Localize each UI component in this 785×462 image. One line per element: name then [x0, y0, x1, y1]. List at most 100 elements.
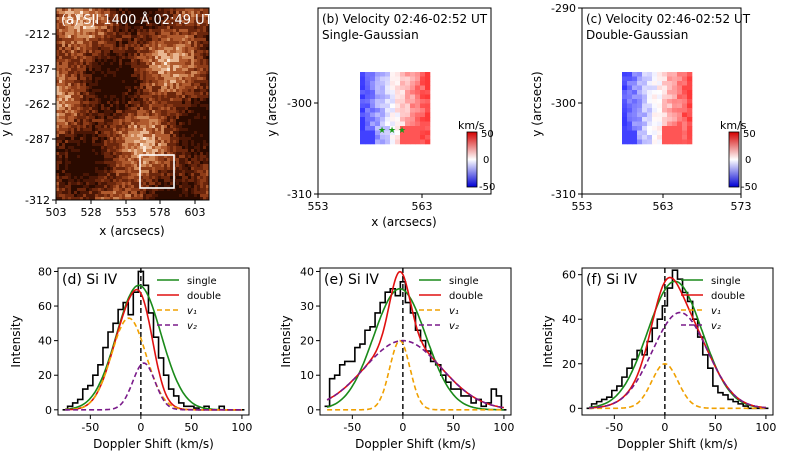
legend-label: v₂	[711, 321, 721, 332]
panel-a-yticks: -212 -237 -262 -287 -312	[25, 28, 56, 207]
velocity-pixel	[400, 90, 406, 95]
velocity-pixel	[360, 72, 366, 77]
velocity-pixel	[365, 121, 371, 127]
panel-b-xlabel: x (arcsecs)	[371, 215, 436, 229]
velocity-pixel	[380, 117, 386, 122]
velocity-pixel	[627, 130, 633, 136]
velocity-pixel	[627, 81, 633, 86]
velocity-pixel	[415, 94, 421, 100]
velocity-pixel	[380, 76, 386, 82]
y-tick-label: -300	[551, 97, 576, 110]
velocity-pixel	[375, 76, 381, 82]
legend-label: single	[187, 276, 217, 287]
velocity-pixel	[682, 81, 688, 86]
double-curve	[326, 270, 504, 409]
v1-curve	[327, 339, 504, 411]
velocity-pixel	[365, 85, 371, 91]
velocity-pixel	[415, 108, 421, 113]
velocity-pixel	[370, 94, 376, 100]
panel-c-xticks: 553 563 573	[572, 194, 752, 213]
velocity-pixel	[657, 121, 663, 127]
velocity-pixel	[390, 72, 396, 77]
panel-a: (a) SJI 1400 Å 02:49 UT 503 528 553 578 603 …	[0, 7, 213, 238]
velocity-pixel	[365, 117, 371, 122]
velocity-pixel	[662, 76, 668, 82]
velocity-pixel	[637, 108, 643, 113]
velocity-pixel	[677, 85, 683, 91]
velocity-pixel	[410, 72, 416, 77]
panel-d: -50 0 50 100 0 20 40 60 80 (d) Si IV single double v…	[9, 265, 252, 451]
velocity-pixel	[662, 117, 668, 122]
velocity-pixel	[632, 76, 638, 82]
velocity-pixel	[667, 126, 673, 131]
velocity-pixel	[677, 76, 683, 82]
velocity-pixel	[425, 139, 431, 145]
velocity-pixel	[672, 72, 678, 77]
velocity-pixel	[677, 117, 683, 122]
panel-c-ylabel: y (arcsecs)	[530, 71, 544, 136]
observed-profile	[324, 281, 507, 411]
y-tick-label: 20	[38, 369, 52, 382]
velocity-pixel	[642, 85, 648, 91]
velocity-pixel	[400, 121, 406, 127]
panel-e: -50 0 50 100 0 10 20 30 40 (e) Si IV single double v…	[279, 265, 514, 451]
velocity-pixel	[672, 103, 678, 109]
velocity-pixel	[370, 90, 376, 95]
velocity-pixel	[380, 81, 386, 86]
velocity-pixel	[410, 130, 416, 136]
velocity-pixel	[637, 81, 643, 86]
sji-image	[56, 8, 209, 200]
velocity-pixel	[425, 103, 431, 109]
velocity-pixel	[360, 81, 366, 86]
velocity-pixel	[672, 139, 678, 145]
velocity-pixel	[682, 126, 688, 131]
velocity-pixel	[657, 112, 663, 118]
velocity-pixel	[410, 94, 416, 100]
x-tick-label: 578	[150, 206, 171, 219]
velocity-pixel	[627, 126, 633, 131]
plot-frame	[319, 267, 512, 416]
velocity-pixel	[667, 135, 673, 140]
velocity-pixel	[400, 72, 406, 77]
velocity-pixel	[380, 126, 386, 131]
velocity-pixel	[647, 108, 653, 113]
panel-c-yticks: -290 -300 -310	[551, 2, 582, 201]
velocity-pixel	[662, 139, 668, 145]
velocity-pixel	[425, 126, 431, 131]
y-tick-label: 40	[38, 335, 52, 348]
velocity-pixel	[667, 90, 673, 95]
velocity-pixel	[420, 139, 426, 145]
y-tick-label: 30	[300, 300, 314, 313]
velocity-pixel	[632, 135, 638, 140]
velocity-pixel	[657, 94, 663, 100]
x-tick-label: 50	[446, 421, 460, 434]
velocity-pixel	[687, 108, 693, 113]
velocity-pixel	[420, 130, 426, 136]
velocity-pixel	[400, 108, 406, 113]
velocity-pixel	[425, 81, 431, 86]
velocity-pixel	[627, 135, 633, 140]
velocity-pixel	[405, 90, 411, 95]
velocity-map-double	[622, 72, 693, 145]
velocity-pixel	[365, 76, 371, 82]
velocity-pixel	[687, 117, 693, 122]
y-tick-label: 80	[38, 265, 52, 278]
colorbar-c-tick-top: 50	[743, 129, 756, 140]
velocity-pixel	[622, 130, 628, 136]
velocity-pixel	[385, 76, 391, 82]
velocity-pixel	[622, 99, 628, 104]
velocity-pixel	[385, 117, 391, 122]
velocity-pixel	[365, 130, 371, 136]
velocity-pixel	[410, 126, 416, 131]
velocity-pixel	[375, 112, 381, 118]
legend-label: v₂	[449, 321, 459, 332]
velocity-pixel	[380, 130, 386, 136]
velocity-pixel	[370, 117, 376, 122]
velocity-pixel	[380, 135, 386, 140]
velocity-pixel	[657, 72, 663, 77]
velocity-pixel	[425, 130, 431, 136]
y-tick-label: 20	[300, 335, 314, 348]
velocity-pixel	[380, 72, 386, 77]
velocity-pixel	[687, 81, 693, 86]
